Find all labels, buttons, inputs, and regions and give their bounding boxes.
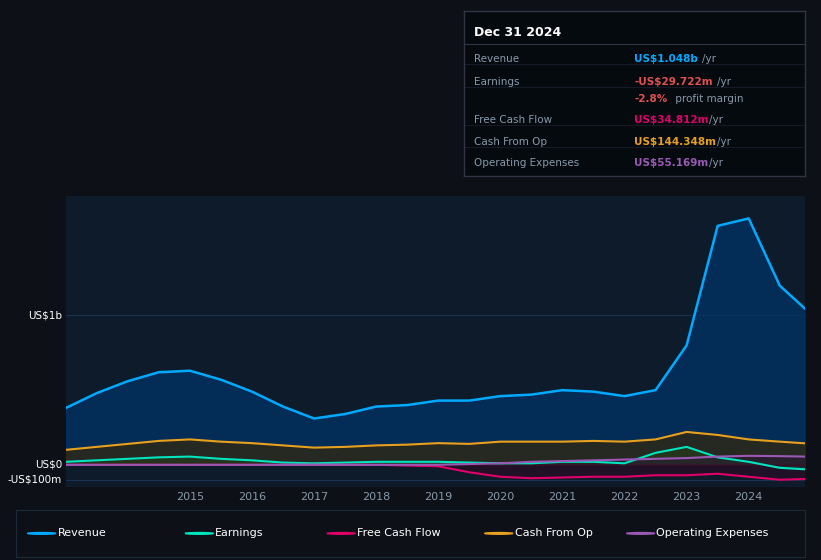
Text: profit margin: profit margin — [672, 94, 743, 104]
Text: US$1b: US$1b — [28, 310, 62, 320]
Circle shape — [327, 533, 355, 534]
Text: Dec 31 2024: Dec 31 2024 — [474, 26, 562, 39]
Text: /yr: /yr — [717, 77, 731, 87]
Text: US$34.812m: US$34.812m — [635, 115, 709, 125]
Circle shape — [626, 533, 655, 534]
Text: Revenue: Revenue — [474, 54, 519, 64]
Text: -US$29.722m: -US$29.722m — [635, 77, 713, 87]
Text: /yr: /yr — [717, 137, 731, 147]
Text: -US$100m: -US$100m — [7, 475, 62, 485]
Circle shape — [27, 533, 56, 534]
Text: Revenue: Revenue — [57, 529, 106, 538]
Text: Cash From Op: Cash From Op — [474, 137, 547, 147]
Text: US$1.048b: US$1.048b — [635, 54, 698, 64]
Text: Earnings: Earnings — [474, 77, 520, 87]
Text: /yr: /yr — [709, 158, 723, 168]
Text: Operating Expenses: Operating Expenses — [657, 529, 768, 538]
Text: Free Cash Flow: Free Cash Flow — [357, 529, 441, 538]
Circle shape — [484, 533, 513, 534]
Text: US$144.348m: US$144.348m — [635, 137, 716, 147]
Text: Cash From Op: Cash From Op — [515, 529, 593, 538]
Text: Free Cash Flow: Free Cash Flow — [474, 115, 553, 125]
Text: /yr: /yr — [709, 115, 723, 125]
Text: Operating Expenses: Operating Expenses — [474, 158, 580, 168]
Text: Earnings: Earnings — [215, 529, 264, 538]
Text: US$55.169m: US$55.169m — [635, 158, 709, 168]
Text: US$0: US$0 — [34, 460, 62, 470]
Text: -2.8%: -2.8% — [635, 94, 667, 104]
Text: /yr: /yr — [702, 54, 716, 64]
Circle shape — [185, 533, 213, 534]
